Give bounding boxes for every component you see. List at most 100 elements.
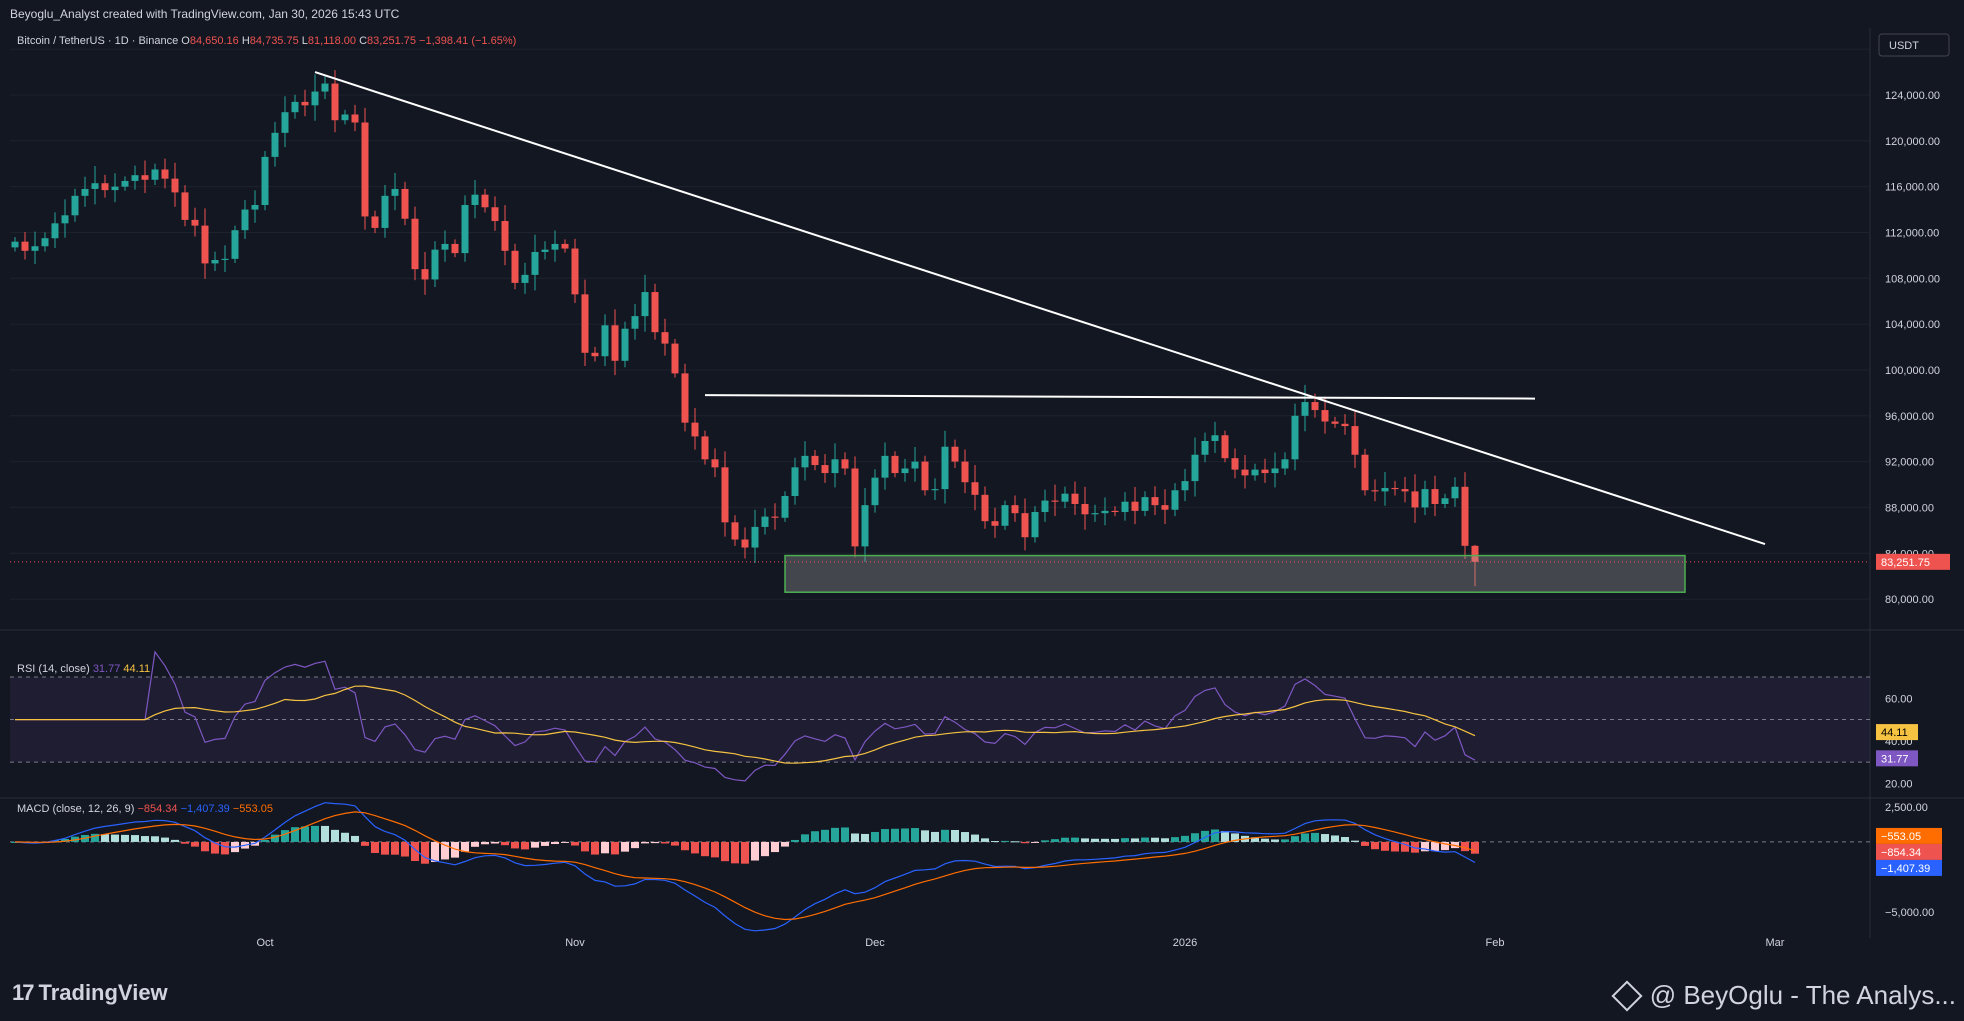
candle-body <box>921 461 929 491</box>
macd-hist-bar <box>321 825 329 842</box>
currency-box <box>1878 33 1950 57</box>
candle-body <box>841 459 849 469</box>
candle-body <box>1011 505 1019 514</box>
macd-hist-bar <box>1081 838 1089 842</box>
tradingview-logo-icon: 17 <box>12 980 35 1005</box>
candle-body <box>611 325 619 361</box>
candle-body <box>681 373 689 423</box>
candle-body <box>431 249 439 280</box>
macd-hist-bar <box>51 840 59 842</box>
macd-hist-bar <box>1121 838 1129 842</box>
macd-hist-bar <box>1341 837 1349 842</box>
macd-hist-bar <box>931 831 939 842</box>
candle-body <box>1201 440 1209 455</box>
ohlc-key: L <box>302 35 308 47</box>
candle-body <box>331 83 339 121</box>
candle-body <box>931 489 939 491</box>
macd-hist-bar <box>1161 838 1169 842</box>
macd-hist-bar <box>611 841 619 855</box>
candle-body <box>281 112 289 133</box>
candle-body <box>811 455 819 466</box>
candle-body <box>951 446 959 462</box>
chart-canvas[interactable]: 128,000.00124,000.00120,000.00116,000.00… <box>0 28 1964 972</box>
price-tick-label: 96,000.00 <box>1885 411 1934 423</box>
macd-hist-bar <box>1281 839 1289 842</box>
candle-body <box>791 467 799 496</box>
candle-body <box>201 225 209 264</box>
candle-body <box>1261 469 1269 474</box>
candle-body <box>241 209 249 231</box>
price-tick-label: 88,000.00 <box>1885 502 1934 514</box>
candle-body <box>1391 487 1399 490</box>
candle-body <box>1121 501 1129 513</box>
x-tick-label: Dec <box>865 937 885 949</box>
macd-hist-bar <box>1051 839 1059 842</box>
horizontal-resistance-line <box>704 394 1536 400</box>
candle-body <box>1221 435 1229 459</box>
candle-body <box>1321 410 1329 422</box>
candle-body <box>1081 504 1089 515</box>
candle-body <box>1331 421 1339 424</box>
candle-body <box>191 219 199 226</box>
ohlc-low: 81,118.00 <box>308 35 359 47</box>
footer: 17 TradingView @ BeyOglu - The Analys... <box>0 972 1964 1021</box>
price-tick-label: 116,000.00 <box>1885 182 1939 194</box>
macd-hist-bar <box>691 841 699 854</box>
candle-body <box>1281 459 1289 469</box>
macd-hist-bar <box>1191 833 1199 842</box>
candle-body <box>741 539 749 548</box>
candle-body <box>231 230 239 259</box>
x-tick-label: Oct <box>256 937 273 949</box>
rsi-badge-label: 31.77 <box>1881 753 1909 765</box>
macd-hist-bar <box>911 828 919 842</box>
macd-hist-bar <box>1461 841 1469 852</box>
candle-body <box>1191 454 1199 482</box>
candle-body <box>821 465 829 474</box>
candle-body <box>991 521 999 526</box>
macd-hist-bar <box>191 841 199 847</box>
candle-body <box>491 207 499 222</box>
macd-hist-bar <box>291 827 299 842</box>
ohlc-key: C <box>359 35 367 47</box>
macd-hist-bar <box>701 841 709 857</box>
candle-body <box>1041 500 1049 513</box>
macd-signal-value: −553.05 <box>233 803 273 815</box>
tradingview-logo[interactable]: 17 TradingView <box>12 980 168 1006</box>
macd-hist-bar <box>481 841 489 845</box>
candle-body <box>771 516 779 518</box>
macd-hist-bar <box>571 841 579 846</box>
candle-body <box>941 446 949 490</box>
macd-hist-bar <box>951 829 959 842</box>
rsi-ma-badge-label: 44.11 <box>1881 727 1908 739</box>
macd-hist-bar <box>1251 837 1259 842</box>
macd-hist-bar <box>221 841 229 855</box>
candle-body <box>1111 510 1119 513</box>
macd-hist-bar <box>451 841 459 858</box>
candles-group <box>11 70 1479 587</box>
macd-hist-bar <box>1131 838 1139 842</box>
candle-body <box>501 221 509 251</box>
candle-body <box>571 248 579 295</box>
candle-body <box>761 516 769 527</box>
macd-hist-bar <box>1111 838 1119 842</box>
candle-body <box>831 459 839 474</box>
macd-hist-bar <box>201 841 209 852</box>
candle-body <box>1151 497 1159 506</box>
macd-hist-bar <box>311 825 319 842</box>
rsi-ma-badge <box>1876 724 1918 741</box>
macd-hist-bar <box>1061 837 1069 842</box>
rsi-tick-label: 20.00 <box>1885 778 1913 790</box>
candle-body <box>1051 500 1059 502</box>
candle-body <box>781 495 789 518</box>
macd-hist-bar <box>921 830 929 842</box>
macd-hist-bar <box>551 841 559 845</box>
ohlc-close: 83,251.75 <box>367 35 419 47</box>
macd-hist-bar <box>371 841 379 853</box>
macd-hist-bar <box>331 829 339 842</box>
macd-hist-bar <box>541 841 549 846</box>
candle-body <box>1071 493 1079 504</box>
macd-title: MACD (close, 12, 26, 9) <box>17 803 137 815</box>
rsi-ma-line <box>15 685 1476 764</box>
macd-hist-bar <box>781 841 789 847</box>
macd-hist-bar <box>1471 841 1479 854</box>
